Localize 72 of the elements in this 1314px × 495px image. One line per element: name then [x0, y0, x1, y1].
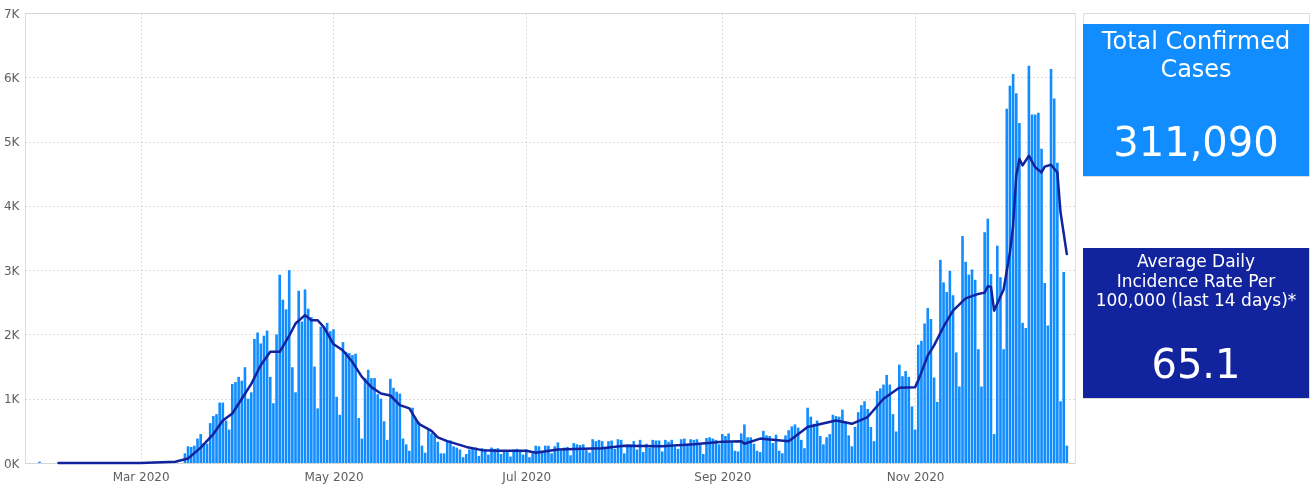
bar [961, 236, 964, 463]
x-tick-label: Sep 2020 [694, 469, 752, 484]
bar [939, 259, 942, 463]
bar [667, 441, 670, 463]
y-tick-label: 3K [3, 263, 21, 278]
bar [1037, 112, 1040, 463]
bar [762, 430, 765, 463]
bar [395, 391, 398, 463]
bar [433, 435, 436, 463]
bar [632, 441, 636, 463]
bar [332, 329, 335, 463]
bar [212, 416, 215, 463]
bar [720, 434, 724, 463]
bar [1062, 272, 1065, 463]
bar [287, 270, 291, 463]
text: Average Daily Incidence Rate Per 100,000 (last 14 days)* [1095, 251, 1297, 311]
bar [297, 290, 300, 463]
bar [430, 433, 433, 463]
bar [683, 438, 686, 463]
text: 65.1 [1151, 341, 1241, 387]
bar [727, 433, 730, 463]
bar [897, 364, 901, 463]
bar [231, 383, 234, 463]
bar [237, 376, 240, 463]
bar [445, 441, 449, 463]
y-tick-label: 6K [3, 70, 21, 85]
bar [506, 452, 509, 463]
bar [787, 430, 790, 463]
x-tick-label: May 2020 [304, 469, 364, 484]
bar [926, 308, 930, 463]
bar [885, 374, 888, 463]
bar [256, 332, 259, 463]
y-tick-label: 7K [3, 6, 21, 21]
x-tick-label: Mar 2020 [112, 469, 170, 484]
bar [904, 371, 907, 463]
bar [705, 437, 708, 463]
bar [389, 378, 392, 463]
bar [708, 437, 711, 463]
bar [825, 437, 828, 463]
bar [916, 344, 920, 463]
y-tick-label: 0K [3, 456, 21, 471]
bar [411, 407, 414, 463]
bar [863, 401, 866, 463]
bar [218, 402, 221, 463]
x-tick-label: Nov 2020 [886, 469, 945, 484]
bar [509, 456, 512, 463]
bar [841, 409, 844, 463]
bar [806, 407, 809, 463]
bar [765, 435, 768, 463]
line-series [57, 154, 1069, 465]
text: 311,090 [1113, 119, 1279, 165]
bar [860, 405, 863, 463]
x-tick-label: Jul 2020 [501, 469, 552, 484]
y-tick-label: 1K [3, 392, 21, 407]
bar [373, 378, 376, 463]
bar [354, 353, 357, 463]
bar [351, 355, 354, 463]
y-tick-label: 5K [3, 135, 21, 150]
bar [278, 274, 282, 463]
text: Total Confirmed Cases [1100, 27, 1291, 83]
bar [610, 440, 613, 463]
bar [664, 439, 667, 463]
y-tick-label: 2K [3, 327, 21, 342]
bar [426, 430, 430, 463]
bar [471, 448, 474, 463]
bar [995, 245, 999, 463]
bar [468, 449, 471, 463]
bar [879, 388, 882, 463]
y-tick-label: 4K [3, 199, 21, 214]
bar [743, 424, 746, 463]
bar [366, 369, 370, 463]
bar [452, 446, 455, 463]
